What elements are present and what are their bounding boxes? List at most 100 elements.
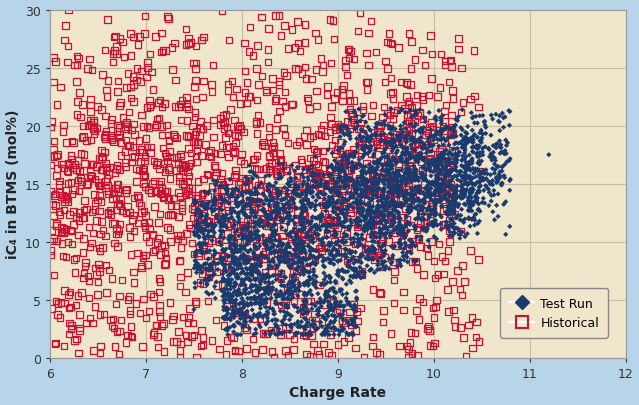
Historical — [222, 254, 233, 261]
Test Run — [266, 329, 276, 335]
Historical — [114, 228, 124, 234]
Historical — [79, 270, 89, 277]
Test Run — [450, 159, 461, 165]
Historical — [321, 182, 331, 189]
Test Run — [478, 113, 488, 119]
Test Run — [198, 231, 208, 237]
Historical — [64, 305, 74, 312]
Test Run — [222, 212, 232, 219]
Test Run — [219, 288, 229, 295]
Historical — [298, 332, 309, 338]
Test Run — [298, 256, 309, 262]
Test Run — [351, 199, 361, 206]
Historical — [394, 132, 404, 139]
Historical — [270, 127, 281, 134]
Test Run — [448, 225, 458, 231]
Historical — [102, 182, 112, 189]
Test Run — [319, 277, 329, 283]
Test Run — [190, 232, 201, 239]
Test Run — [351, 119, 362, 126]
Historical — [365, 201, 375, 208]
Test Run — [192, 207, 202, 213]
Test Run — [265, 193, 275, 199]
Test Run — [414, 156, 424, 162]
Test Run — [428, 181, 438, 187]
Historical — [436, 147, 447, 153]
Test Run — [432, 198, 442, 204]
Historical — [385, 123, 395, 130]
Test Run — [491, 180, 502, 186]
Test Run — [258, 272, 268, 279]
Historical — [457, 292, 467, 298]
Test Run — [339, 240, 349, 246]
Test Run — [378, 216, 389, 222]
Test Run — [427, 149, 437, 155]
Test Run — [422, 160, 432, 166]
Historical — [87, 209, 97, 216]
Test Run — [361, 216, 371, 222]
Test Run — [369, 224, 379, 231]
Historical — [387, 90, 397, 96]
Test Run — [318, 258, 328, 265]
Historical — [410, 188, 420, 194]
Test Run — [190, 250, 200, 257]
Test Run — [344, 226, 354, 232]
Test Run — [241, 226, 251, 232]
Test Run — [265, 213, 275, 219]
Historical — [346, 49, 356, 55]
Test Run — [266, 238, 277, 244]
Test Run — [493, 179, 503, 185]
Test Run — [208, 209, 218, 215]
Historical — [343, 47, 353, 53]
Historical — [190, 78, 201, 85]
Test Run — [497, 164, 507, 171]
Test Run — [269, 227, 279, 234]
Historical — [374, 218, 384, 224]
Test Run — [189, 229, 199, 236]
Test Run — [291, 330, 301, 336]
Historical — [348, 117, 358, 124]
Test Run — [284, 181, 294, 188]
Historical — [73, 188, 84, 195]
Historical — [182, 270, 192, 276]
Test Run — [284, 232, 294, 239]
Test Run — [472, 151, 482, 158]
Test Run — [486, 151, 496, 158]
Test Run — [358, 180, 368, 187]
Historical — [426, 156, 436, 162]
Test Run — [322, 234, 332, 241]
Test Run — [254, 198, 264, 204]
Test Run — [307, 292, 317, 298]
Test Run — [203, 191, 213, 197]
Test Run — [227, 215, 237, 221]
Test Run — [438, 183, 448, 190]
Test Run — [215, 234, 226, 241]
Historical — [429, 314, 439, 321]
Test Run — [251, 198, 261, 204]
Historical — [163, 196, 173, 202]
Test Run — [222, 332, 233, 338]
Historical — [74, 210, 84, 216]
Test Run — [338, 252, 348, 259]
Test Run — [442, 211, 452, 217]
Test Run — [369, 169, 380, 176]
Historical — [136, 202, 146, 209]
Test Run — [433, 176, 443, 182]
Test Run — [300, 226, 310, 232]
Test Run — [462, 182, 472, 189]
Test Run — [427, 181, 437, 188]
Historical — [66, 227, 76, 234]
Test Run — [362, 212, 373, 218]
Test Run — [313, 291, 323, 297]
Test Run — [198, 226, 208, 233]
Test Run — [386, 161, 396, 168]
Test Run — [457, 174, 467, 180]
Test Run — [323, 293, 333, 299]
Test Run — [245, 265, 255, 272]
Historical — [202, 171, 212, 178]
Test Run — [371, 132, 381, 138]
Historical — [445, 164, 456, 171]
Historical — [467, 315, 477, 321]
Test Run — [210, 222, 220, 229]
Test Run — [419, 125, 429, 131]
